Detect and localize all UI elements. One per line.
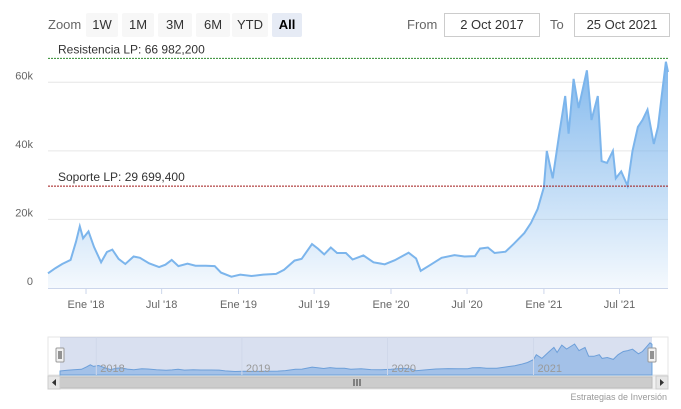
zoom-3m-button[interactable]: 3M (158, 13, 192, 37)
handle-body (55, 347, 65, 363)
x-tick-label: Ene '20 (373, 299, 410, 311)
from-label: From (407, 17, 438, 32)
chevron-left-icon (52, 379, 56, 386)
zoom-label: Zoom (48, 17, 82, 32)
zoom-6m-button[interactable]: 6M (196, 13, 230, 37)
y-tick-label: 40k (15, 139, 33, 151)
x-tick-label: Jul '18 (146, 299, 177, 311)
support-label: Soporte LP: 29 699,400 (58, 170, 185, 184)
x-tick-label: Jul '19 (298, 299, 329, 311)
zoom-1w-button[interactable]: 1W (86, 13, 118, 37)
navigator-year-label: 2021 (538, 363, 562, 375)
x-tick-label: Ene '19 (220, 299, 257, 311)
navigator-right-handle[interactable] (647, 347, 657, 363)
navigator-year-label: 2020 (392, 363, 416, 375)
navigator-year-label: 2018 (100, 363, 124, 375)
y-tick-label: 60k (15, 70, 33, 82)
y-tick-label: 0 (27, 276, 33, 288)
zoom-all-button[interactable]: All (272, 13, 302, 37)
handle-body (647, 347, 657, 363)
navigator-year-label: 2019 (246, 363, 270, 375)
scrollbar-thumb (59, 376, 653, 389)
zoom-ytd-button[interactable]: YTD (232, 13, 268, 37)
y-tick-label: 20k (15, 207, 33, 219)
price-series-line (47, 61, 669, 278)
x-tick-label: Ene '21 (525, 299, 562, 311)
navigator-series (59, 342, 653, 376)
x-tick-label: Jul '21 (604, 299, 635, 311)
navigator-mask (60, 337, 652, 375)
price-area-fill (48, 61, 668, 289)
to-date-input[interactable]: 25 Oct 2021 (574, 13, 670, 37)
zoom-1m-button[interactable]: 1M (122, 13, 154, 37)
x-tick-label: Ene '18 (68, 299, 105, 311)
navigator-scrollbar[interactable] (47, 375, 669, 390)
to-label: To (550, 17, 564, 32)
chart-credits: Estrategias de Inversión (570, 392, 667, 402)
from-date-input[interactable]: 2 Oct 2017 (444, 13, 540, 37)
x-tick-label: Jul '20 (451, 299, 482, 311)
chevron-right-icon (660, 379, 664, 386)
resistance-label: Resistencia LP: 66 982,200 (58, 42, 205, 56)
navigator-left-handle[interactable] (55, 347, 65, 363)
